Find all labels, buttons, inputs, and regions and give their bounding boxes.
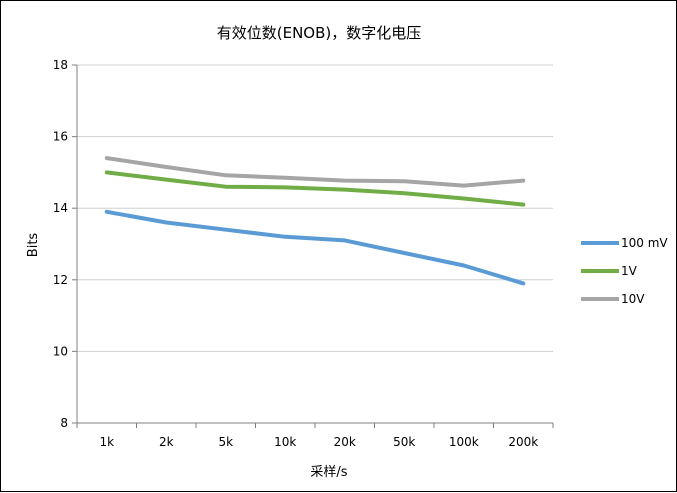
series-lines <box>104 156 526 286</box>
legend-label: 100 mV <box>621 236 668 250</box>
x-tick-label: 2k <box>159 435 174 449</box>
x-tick-label: 20k <box>334 435 356 449</box>
y-axis-label: Bits <box>26 233 41 258</box>
series-line-1 <box>104 170 526 207</box>
x-tick-labels: 1k 2k 5k 10k 20k 50k 100k 200k <box>99 435 538 449</box>
y-tick-label: 18 <box>53 58 68 72</box>
y-tick-label: 10 <box>53 344 68 358</box>
y-tick-label: 8 <box>60 416 68 430</box>
x-tick-label: 200k <box>508 435 538 449</box>
y-tick-label: 14 <box>53 201 68 215</box>
chart-title: 有效位数(ENOB)，数字化电压 <box>217 24 422 42</box>
x-tick-label: 100k <box>449 435 479 449</box>
x-axis-label: 采样/s <box>310 465 347 480</box>
gridlines <box>77 64 553 352</box>
series-line-0 <box>104 209 526 286</box>
series-line-2 <box>104 156 526 188</box>
legend-label: 1V <box>621 264 638 278</box>
axes <box>72 64 554 428</box>
y-tick-labels: 8 10 12 14 16 18 <box>53 58 68 430</box>
x-tick-label: 10k <box>274 435 296 449</box>
y-tick-label: 12 <box>53 273 68 287</box>
x-tick-label: 1k <box>99 435 114 449</box>
y-tick-label: 16 <box>53 130 68 144</box>
x-tick-label: 50k <box>393 435 415 449</box>
legend-label: 10V <box>621 292 645 306</box>
x-tick-label: 5k <box>218 435 233 449</box>
legend: 100 mV 1V 10V <box>581 236 668 306</box>
